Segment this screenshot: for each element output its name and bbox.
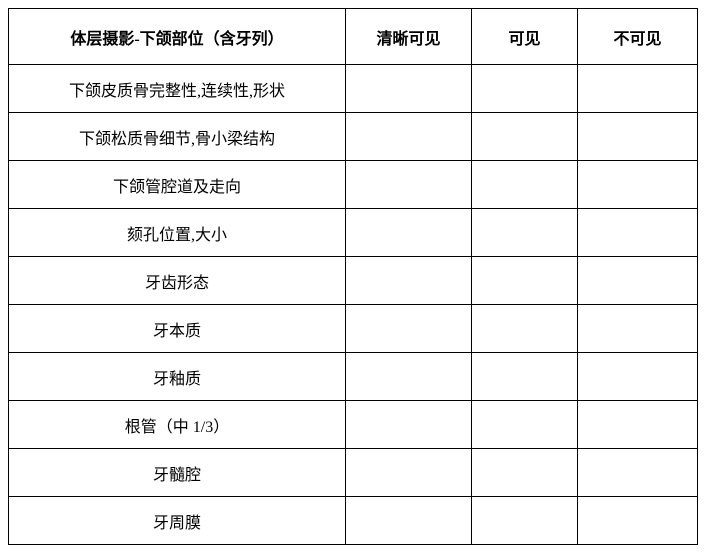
table-row: 牙髓腔 (9, 449, 698, 497)
cell-visible (472, 65, 578, 113)
row-label: 下颌皮质骨完整性,连续性,形状 (9, 65, 346, 113)
cell-visible (472, 401, 578, 449)
row-label: 牙周膜 (9, 497, 346, 545)
row-label: 根管（中 1/3） (9, 401, 346, 449)
cell-not-visible (578, 353, 698, 401)
cell-visible (472, 353, 578, 401)
table-row: 牙本质 (9, 305, 698, 353)
table-row: 颏孔位置,大小 (9, 209, 698, 257)
table-header-row: 体层摄影-下颌部位（含牙列） 清晰可见 可见 不可见 (9, 9, 698, 65)
table-row: 牙釉质 (9, 353, 698, 401)
row-label: 颏孔位置,大小 (9, 209, 346, 257)
header-cell-visible: 可见 (472, 9, 578, 65)
table-row: 牙齿形态 (9, 257, 698, 305)
cell-visible (472, 161, 578, 209)
cell-visible (472, 449, 578, 497)
cell-visible (472, 209, 578, 257)
table-row: 根管（中 1/3） (9, 401, 698, 449)
cell-clearly-visible (346, 161, 472, 209)
row-label: 牙釉质 (9, 353, 346, 401)
header-cell-clearly-visible: 清晰可见 (346, 9, 472, 65)
cell-clearly-visible (346, 209, 472, 257)
header-cell-item: 体层摄影-下颌部位（含牙列） (9, 9, 346, 65)
cell-visible (472, 113, 578, 161)
cell-not-visible (578, 209, 698, 257)
row-label: 牙齿形态 (9, 257, 346, 305)
table-row: 下颌松质骨细节,骨小梁结构 (9, 113, 698, 161)
cell-clearly-visible (346, 65, 472, 113)
cell-clearly-visible (346, 353, 472, 401)
cell-clearly-visible (346, 401, 472, 449)
table-header: 体层摄影-下颌部位（含牙列） 清晰可见 可见 不可见 (9, 9, 698, 65)
cell-clearly-visible (346, 113, 472, 161)
row-label: 牙髓腔 (9, 449, 346, 497)
row-label: 牙本质 (9, 305, 346, 353)
assessment-table: 体层摄影-下颌部位（含牙列） 清晰可见 可见 不可见 下颌皮质骨完整性,连续性,… (8, 8, 698, 545)
table-body: 下颌皮质骨完整性,连续性,形状 下颌松质骨细节,骨小梁结构 下颌管腔道及走向 颏… (9, 65, 698, 545)
row-label: 下颌管腔道及走向 (9, 161, 346, 209)
assessment-table-container: 体层摄影-下颌部位（含牙列） 清晰可见 可见 不可见 下颌皮质骨完整性,连续性,… (8, 8, 697, 545)
cell-clearly-visible (346, 257, 472, 305)
cell-not-visible (578, 449, 698, 497)
cell-visible (472, 497, 578, 545)
header-cell-not-visible: 不可见 (578, 9, 698, 65)
cell-visible (472, 257, 578, 305)
cell-not-visible (578, 113, 698, 161)
table-row: 下颌皮质骨完整性,连续性,形状 (9, 65, 698, 113)
cell-clearly-visible (346, 305, 472, 353)
row-label: 下颌松质骨细节,骨小梁结构 (9, 113, 346, 161)
cell-not-visible (578, 65, 698, 113)
cell-not-visible (578, 161, 698, 209)
cell-clearly-visible (346, 497, 472, 545)
cell-not-visible (578, 257, 698, 305)
cell-visible (472, 305, 578, 353)
table-row: 牙周膜 (9, 497, 698, 545)
cell-not-visible (578, 305, 698, 353)
cell-not-visible (578, 401, 698, 449)
table-row: 下颌管腔道及走向 (9, 161, 698, 209)
cell-clearly-visible (346, 449, 472, 497)
cell-not-visible (578, 497, 698, 545)
